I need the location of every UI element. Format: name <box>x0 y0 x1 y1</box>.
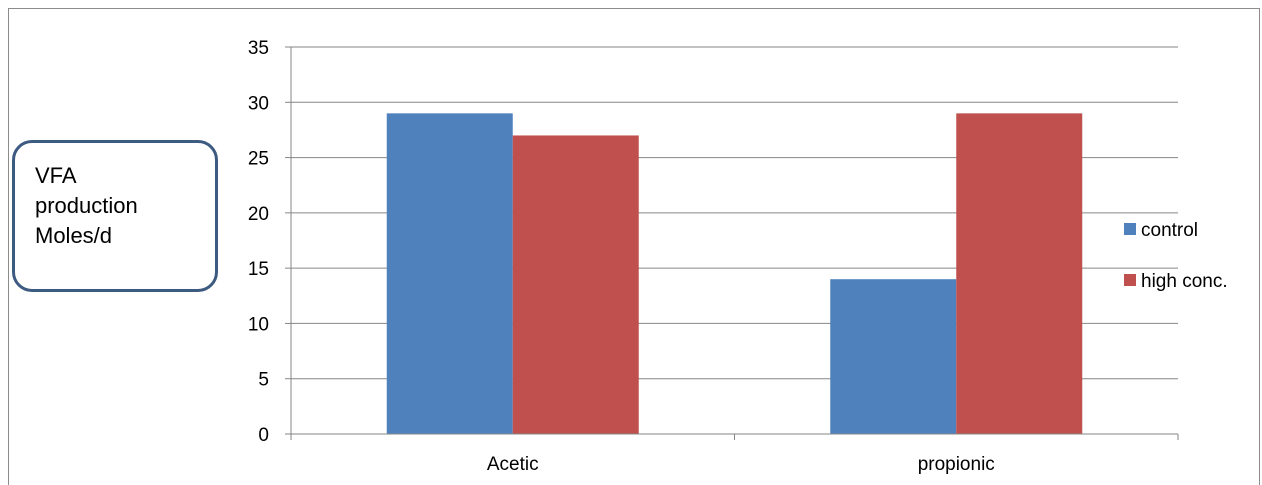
legend-label: control <box>1141 220 1198 241</box>
x-tick-labels: Acetic propionic <box>487 454 995 475</box>
y-tick-label: 15 <box>248 259 269 280</box>
y-tick-label: 5 <box>258 370 269 391</box>
y-tick-label: 20 <box>248 204 269 225</box>
y-axis-label-box: VFA production Moles/d <box>12 140 218 292</box>
bar-high-conc--acetic <box>512 135 639 434</box>
y-tick-label: 30 <box>248 93 269 114</box>
bars <box>386 113 1083 434</box>
legend-swatch <box>1124 274 1136 286</box>
y-tick-label: 10 <box>248 314 269 335</box>
y-tick-labels: 0 5 10 15 20 25 30 35 <box>248 38 269 446</box>
bar-control-acetic <box>386 113 513 434</box>
bar-high-conc--propionic <box>956 113 1083 434</box>
y-axis-label: VFA production Moles/d <box>35 163 138 248</box>
legend: control high conc. <box>1124 220 1228 292</box>
legend-swatch <box>1124 223 1136 235</box>
y-tick-label: 0 <box>258 425 269 446</box>
y-tick-label: 25 <box>248 149 269 170</box>
x-tick-label: Acetic <box>487 454 539 475</box>
legend-label: high conc. <box>1141 271 1228 292</box>
axes <box>285 46 1179 440</box>
bar-control-propionic <box>830 279 957 434</box>
x-tick-label: propionic <box>918 454 995 475</box>
y-tick-label: 35 <box>248 38 269 59</box>
